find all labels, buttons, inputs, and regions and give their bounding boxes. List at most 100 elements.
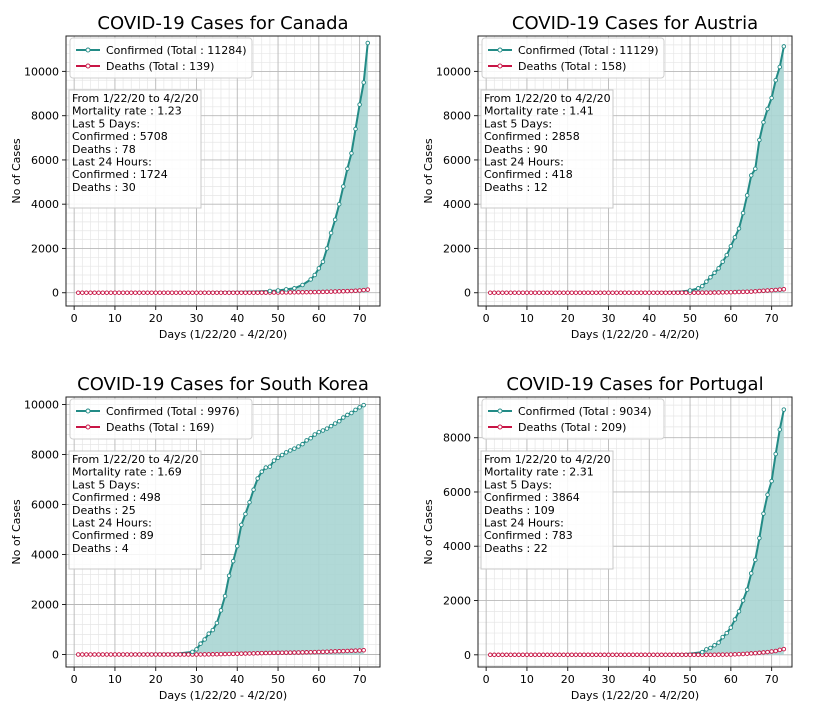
y-tick-label: 6000	[443, 486, 471, 499]
x-tick-label: 50	[271, 312, 285, 325]
y-tick-label: 2000	[443, 242, 471, 255]
deaths-marker	[614, 290, 619, 295]
deaths-marker	[602, 290, 607, 295]
deaths-marker	[659, 652, 664, 658]
deaths-marker	[75, 652, 81, 657]
x-tick-label: 20	[149, 312, 163, 325]
x-tick-label: 50	[271, 673, 285, 686]
deaths-marker	[96, 652, 101, 657]
confirmed-marker	[704, 647, 709, 652]
deaths-marker	[663, 652, 668, 658]
info-line: Deaths : 25	[72, 504, 136, 517]
confirmed-marker	[716, 266, 721, 271]
deaths-marker	[618, 290, 623, 295]
deaths-marker	[691, 652, 697, 658]
deaths-marker	[773, 287, 778, 293]
confirmed-marker	[267, 464, 273, 469]
deaths-marker	[153, 652, 158, 657]
deaths-marker	[753, 650, 758, 656]
deaths-marker	[528, 652, 534, 658]
deaths-marker	[292, 290, 297, 295]
deaths-marker	[169, 652, 175, 657]
x-tick-label: 70	[353, 312, 367, 325]
deaths-marker	[724, 290, 730, 295]
deaths-marker	[296, 290, 301, 295]
chart-panel-2: 0 10 20 30 40 50 60 70 0 2000 4000 6000 8000 10000 COV…	[10, 374, 381, 702]
info-line: Deaths : 78	[72, 143, 136, 156]
deaths-marker	[304, 650, 309, 655]
deaths-marker	[336, 649, 342, 654]
confirmed-marker	[720, 634, 725, 640]
deaths-marker	[757, 288, 762, 294]
deaths-marker	[332, 649, 338, 654]
deaths-marker	[606, 652, 611, 658]
info-line: Last 5 Days:	[484, 478, 552, 491]
confirmed-marker	[316, 429, 322, 435]
deaths-marker	[487, 290, 493, 295]
deaths-marker	[655, 652, 660, 658]
legend-entry: Deaths (Total : 169)	[106, 421, 214, 434]
deaths-marker	[141, 290, 146, 295]
deaths-marker	[84, 652, 89, 657]
deaths-marker	[283, 650, 289, 655]
deaths-marker	[133, 652, 138, 657]
deaths-marker	[508, 290, 513, 295]
deaths-marker	[288, 290, 293, 295]
deaths-marker	[553, 290, 558, 295]
legend-swatch-marker	[497, 47, 503, 53]
info-line: Mortality rate : 2.31	[484, 466, 594, 479]
deaths-marker	[536, 290, 542, 295]
confirmed-area	[78, 405, 364, 655]
legend-swatch-marker	[85, 408, 91, 414]
confirmed-marker	[230, 558, 236, 564]
deaths-marker	[255, 651, 260, 656]
deaths-marker	[247, 651, 252, 656]
deaths-marker	[186, 652, 191, 657]
legend-box	[481, 37, 665, 79]
confirmed-marker	[765, 492, 770, 497]
deaths-marker	[124, 652, 130, 657]
x-tick-label: 30	[601, 673, 615, 686]
deaths-marker	[361, 287, 366, 293]
info-box-frame	[480, 89, 614, 209]
y-tick-label: 8000	[443, 110, 471, 123]
deaths-marker	[671, 290, 676, 295]
deaths-marker	[247, 290, 252, 295]
deaths-marker	[732, 289, 738, 295]
y-tick-label: 2000	[31, 242, 59, 255]
legend-entry: Confirmed (Total : 11129)	[518, 44, 659, 57]
deaths-marker	[202, 290, 207, 295]
info-line: Deaths : 109	[484, 504, 555, 517]
deaths-marker	[218, 651, 224, 657]
confirmed-marker	[206, 631, 211, 636]
confirmed-marker	[275, 288, 281, 293]
deaths-marker	[186, 290, 191, 295]
deaths-marker	[145, 290, 150, 295]
deaths-marker	[182, 290, 187, 295]
confirmed-marker	[781, 407, 787, 412]
deaths-marker	[622, 652, 628, 658]
x-tick-label: 30	[189, 673, 203, 686]
deaths-marker	[695, 652, 701, 658]
info-line: From 1/22/20 to 4/2/20	[72, 92, 199, 105]
deaths-marker	[230, 651, 236, 657]
chart-title: COVID-19 Cases for Austria	[512, 13, 758, 34]
deaths-marker	[736, 651, 742, 657]
deaths-marker	[708, 652, 713, 658]
deaths-marker	[263, 290, 269, 295]
deaths-marker	[740, 289, 746, 295]
deaths-marker	[182, 652, 187, 657]
confirmed-marker	[255, 476, 260, 481]
info-line: Deaths : 22	[484, 542, 548, 555]
confirmed-marker	[695, 286, 701, 291]
deaths-marker	[349, 648, 354, 654]
confirmed-marker	[736, 226, 742, 231]
deaths-marker	[744, 289, 750, 294]
deaths-marker	[300, 289, 305, 295]
deaths-marker	[716, 290, 721, 295]
confirmed-marker	[218, 608, 224, 613]
deaths-marker	[349, 288, 354, 294]
confirmed-marker	[777, 64, 783, 70]
confirmed-marker	[304, 438, 309, 443]
